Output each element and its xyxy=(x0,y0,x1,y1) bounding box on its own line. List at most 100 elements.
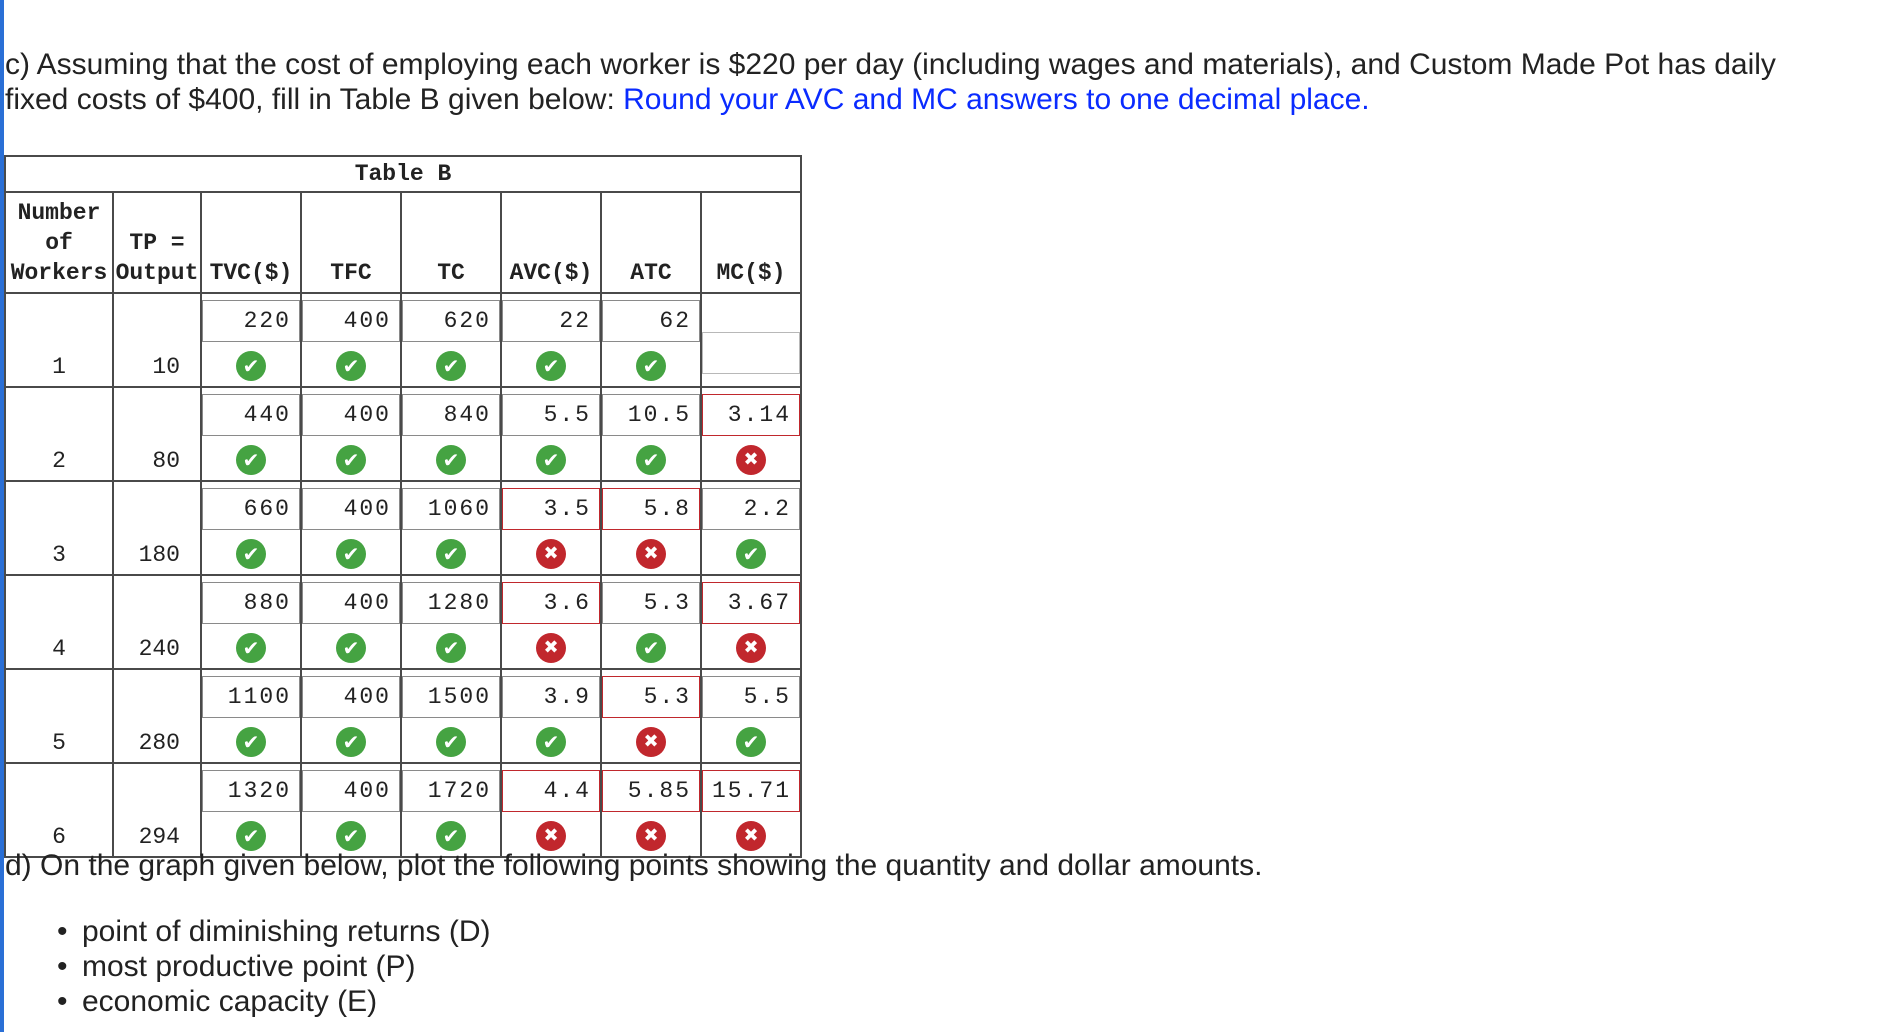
mc-answer-input[interactable] xyxy=(702,332,800,374)
tvc-cell: 440 ✔ xyxy=(200,386,302,482)
header-workers-line2: of xyxy=(45,230,73,256)
header-tc: TC xyxy=(400,191,502,294)
output-cell: 280 xyxy=(112,668,202,764)
table-title: Table B xyxy=(4,155,802,193)
header-output-line1: TP = xyxy=(129,230,185,256)
tc-answer-input[interactable]: 1720 xyxy=(402,770,500,812)
bullet-diminishing-returns: point of diminishing returns (D) xyxy=(57,914,490,949)
avc-cell: 3.9 ✔ xyxy=(500,668,602,764)
tfc-answer-input[interactable]: 400 xyxy=(302,676,400,718)
mc-answer-input[interactable]: 3.14 xyxy=(702,394,800,436)
avc-answer-input[interactable]: 4.4 xyxy=(502,770,600,812)
atc-answer-input[interactable]: 10.5 xyxy=(602,394,700,436)
tvc-answer-input[interactable]: 880 xyxy=(202,582,300,624)
table-row: 2 80 440 ✔ 400 ✔ 840 ✔ 5.5 ✔ 10.5 ✔ 3.14 ✖ xyxy=(4,386,802,482)
mc-cell: 3.67 ✖ xyxy=(700,574,802,670)
tvc-answer-input[interactable]: 440 xyxy=(202,394,300,436)
tc-cell: 1500 ✔ xyxy=(400,668,502,764)
tvc-answer-input[interactable]: 660 xyxy=(202,488,300,530)
tfc-cell: 400 ✔ xyxy=(300,762,402,858)
avc-answer-input[interactable]: 22 xyxy=(502,300,600,342)
tvc-answer-input[interactable]: 220 xyxy=(202,300,300,342)
check-icon: ✔ xyxy=(236,539,266,569)
part-c-line2: fixed costs of $400, fill in Table B giv… xyxy=(5,82,1776,117)
check-icon: ✔ xyxy=(336,727,366,757)
tc-cell: 840 ✔ xyxy=(400,386,502,482)
tfc-cell: 400 ✔ xyxy=(300,574,402,670)
check-icon: ✔ xyxy=(236,351,266,381)
output-cell: 180 xyxy=(112,480,202,576)
tfc-cell: 400 ✔ xyxy=(300,668,402,764)
x-icon: ✖ xyxy=(636,821,666,851)
x-icon: ✖ xyxy=(536,539,566,569)
tvc-answer-input[interactable]: 1100 xyxy=(202,676,300,718)
mc-answer-input[interactable]: 3.67 xyxy=(702,582,800,624)
part-c-line1: c) Assuming that the cost of employing e… xyxy=(5,48,1776,81)
check-icon: ✔ xyxy=(436,351,466,381)
table-row: 6 294 1320 ✔ 400 ✔ 1720 ✔ 4.4 ✖ 5.85 ✖ 15.71 ✖ xyxy=(4,762,802,858)
mc-answer-input[interactable]: 2.2 xyxy=(702,488,800,530)
mc-answer-input[interactable]: 15.71 xyxy=(702,770,800,812)
avc-cell: 3.6 ✖ xyxy=(500,574,602,670)
check-icon: ✔ xyxy=(236,821,266,851)
tvc-cell: 880 ✔ xyxy=(200,574,302,670)
avc-answer-input[interactable]: 5.5 xyxy=(502,394,600,436)
workers-cell: 5 xyxy=(4,668,114,764)
atc-cell: 10.5 ✔ xyxy=(600,386,702,482)
header-atc: ATC xyxy=(600,191,702,294)
atc-cell: 5.3 ✖ xyxy=(600,668,702,764)
tc-answer-input[interactable]: 1500 xyxy=(402,676,500,718)
workers-cell: 2 xyxy=(4,386,114,482)
avc-answer-input[interactable]: 3.5 xyxy=(502,488,600,530)
part-c-question: c) Assuming that the cost of employing e… xyxy=(5,47,1776,117)
tfc-cell: 400 ✔ xyxy=(300,386,402,482)
atc-answer-input[interactable]: 5.3 xyxy=(602,676,700,718)
atc-cell: 5.3 ✔ xyxy=(600,574,702,670)
avc-answer-input[interactable]: 3.9 xyxy=(502,676,600,718)
avc-answer-input[interactable]: 3.6 xyxy=(502,582,600,624)
tfc-answer-input[interactable]: 400 xyxy=(302,394,400,436)
tc-answer-input[interactable]: 1280 xyxy=(402,582,500,624)
tc-answer-input[interactable]: 1060 xyxy=(402,488,500,530)
header-output: TP = Output xyxy=(112,191,202,294)
header-workers-line3: Workers xyxy=(10,260,108,286)
table-row: 4 240 880 ✔ 400 ✔ 1280 ✔ 3.6 ✖ 5.3 ✔ 3.67 ✖ xyxy=(4,574,802,670)
tfc-cell: 400 ✔ xyxy=(300,480,402,576)
check-icon: ✔ xyxy=(636,445,666,475)
x-icon: ✖ xyxy=(536,633,566,663)
tfc-answer-input[interactable]: 400 xyxy=(302,300,400,342)
avc-cell: 3.5 ✖ xyxy=(500,480,602,576)
tfc-answer-input[interactable]: 400 xyxy=(302,582,400,624)
mc-answer-input[interactable]: 5.5 xyxy=(702,676,800,718)
check-icon: ✔ xyxy=(536,445,566,475)
check-icon: ✔ xyxy=(336,351,366,381)
check-icon: ✔ xyxy=(536,727,566,757)
x-icon: ✖ xyxy=(636,539,666,569)
header-number-of-workers: Number of Workers xyxy=(4,191,114,294)
part-d-question: d) On the graph given below, plot the fo… xyxy=(5,849,1263,882)
left-accent-bar xyxy=(0,0,4,1032)
check-icon: ✔ xyxy=(336,821,366,851)
x-icon: ✖ xyxy=(536,821,566,851)
tvc-answer-input[interactable]: 1320 xyxy=(202,770,300,812)
atc-answer-input[interactable]: 5.8 xyxy=(602,488,700,530)
tc-answer-input[interactable]: 620 xyxy=(402,300,500,342)
check-icon: ✔ xyxy=(336,633,366,663)
check-icon: ✔ xyxy=(236,727,266,757)
check-icon: ✔ xyxy=(436,821,466,851)
table-b: Table B Number of Workers TP = Output TV… xyxy=(4,155,802,858)
check-icon: ✔ xyxy=(636,633,666,663)
tc-answer-input[interactable]: 840 xyxy=(402,394,500,436)
atc-answer-input[interactable]: 62 xyxy=(602,300,700,342)
bullet-economic-capacity: economic capacity (E) xyxy=(57,984,491,1019)
tfc-answer-input[interactable]: 400 xyxy=(302,488,400,530)
atc-answer-input[interactable]: 5.3 xyxy=(602,582,700,624)
table-row: 3 180 660 ✔ 400 ✔ 1060 ✔ 3.5 ✖ 5.8 ✖ 2.2 ✔ xyxy=(4,480,802,576)
header-mc: MC($) xyxy=(700,191,802,294)
check-icon: ✔ xyxy=(636,351,666,381)
x-icon: ✖ xyxy=(636,727,666,757)
tfc-answer-input[interactable]: 400 xyxy=(302,770,400,812)
atc-answer-input[interactable]: 5.85 xyxy=(602,770,700,812)
check-icon: ✔ xyxy=(736,539,766,569)
check-icon: ✔ xyxy=(536,351,566,381)
